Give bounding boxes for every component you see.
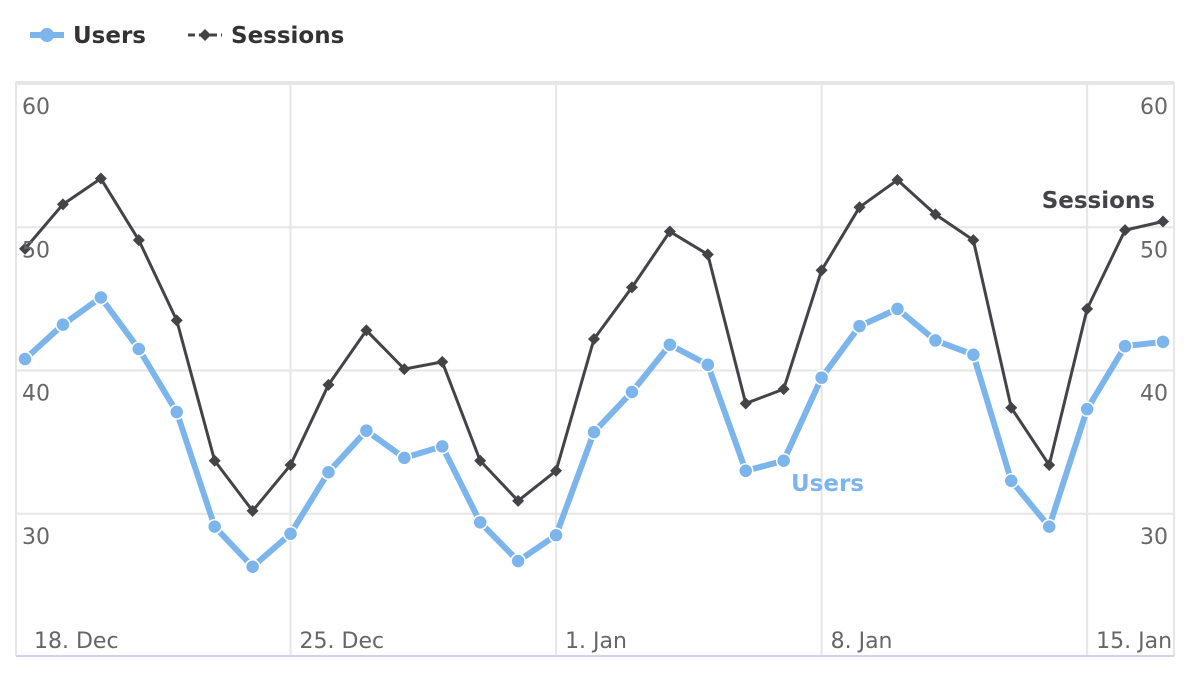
y2-tick-label: 50	[1140, 238, 1168, 263]
point	[586, 424, 602, 440]
point	[663, 225, 676, 238]
point	[851, 318, 868, 334]
point	[813, 369, 830, 386]
point	[132, 234, 145, 247]
legend-marker	[40, 28, 54, 42]
point	[206, 518, 223, 535]
point	[56, 198, 69, 211]
labels: 30 40 50 60 30 40 50 60 18. Dec 25. Dec 1. Jan 8. J…	[22, 23, 1172, 654]
point	[170, 314, 183, 327]
series-label: Sessions	[1042, 188, 1155, 214]
point	[853, 201, 866, 214]
point	[548, 527, 564, 543]
point	[474, 454, 487, 467]
x-tick-label: 18. Dec	[34, 629, 119, 654]
point	[320, 464, 337, 480]
x-tick-label: 1. Jan	[565, 629, 627, 654]
point	[93, 289, 109, 306]
point	[967, 234, 980, 247]
point	[1119, 224, 1132, 237]
point	[512, 494, 525, 507]
point	[701, 248, 714, 261]
point	[891, 173, 904, 186]
x-tick-label: 8. Jan	[831, 629, 893, 654]
legend-text: Sessions	[231, 23, 344, 49]
point	[1043, 459, 1056, 472]
point	[94, 172, 107, 185]
y-tick-label: 40	[22, 382, 50, 407]
point	[284, 459, 297, 472]
y2-tick-label: 40	[1140, 382, 1168, 407]
legend-marker	[199, 29, 211, 41]
point	[815, 264, 828, 277]
y-tick-label: 60	[22, 95, 50, 120]
point	[550, 464, 563, 477]
point	[398, 363, 411, 376]
y-tick-label: 50	[22, 238, 50, 263]
x-tick-label: 25. Dec	[300, 629, 385, 654]
legend-text: Users	[73, 23, 146, 49]
point	[739, 397, 752, 410]
x-tick-label: 15. Jan	[1096, 629, 1172, 654]
point	[588, 332, 600, 345]
point	[436, 355, 449, 368]
point	[17, 351, 33, 367]
point	[927, 332, 944, 349]
point	[777, 383, 790, 396]
point	[737, 463, 754, 479]
point	[1079, 401, 1095, 417]
series	[17, 172, 1171, 575]
point	[19, 242, 31, 255]
series-label: Users	[791, 471, 864, 497]
point	[775, 452, 792, 469]
point	[396, 450, 413, 466]
point	[131, 341, 147, 357]
point	[1117, 338, 1133, 354]
point	[358, 422, 375, 439]
point	[168, 404, 185, 420]
point	[244, 559, 261, 575]
point	[510, 553, 526, 569]
point	[1003, 473, 1020, 489]
point	[965, 346, 982, 363]
y2-tick-label: 30	[1140, 525, 1168, 550]
point	[1041, 518, 1057, 535]
point	[624, 384, 640, 400]
point	[700, 357, 716, 373]
point	[662, 336, 678, 353]
point	[1155, 334, 1171, 350]
point	[1157, 215, 1169, 228]
point	[472, 514, 488, 531]
point	[434, 438, 451, 455]
point	[55, 316, 71, 333]
point	[1081, 302, 1094, 315]
point	[322, 378, 335, 391]
point	[929, 208, 942, 221]
point	[889, 301, 906, 317]
point	[246, 504, 259, 517]
y2-tick-label: 60	[1140, 95, 1168, 120]
point	[1005, 401, 1018, 414]
y-tick-label: 30	[22, 525, 50, 550]
point	[282, 526, 299, 542]
point	[625, 281, 638, 294]
point	[208, 454, 221, 467]
point	[360, 324, 373, 337]
